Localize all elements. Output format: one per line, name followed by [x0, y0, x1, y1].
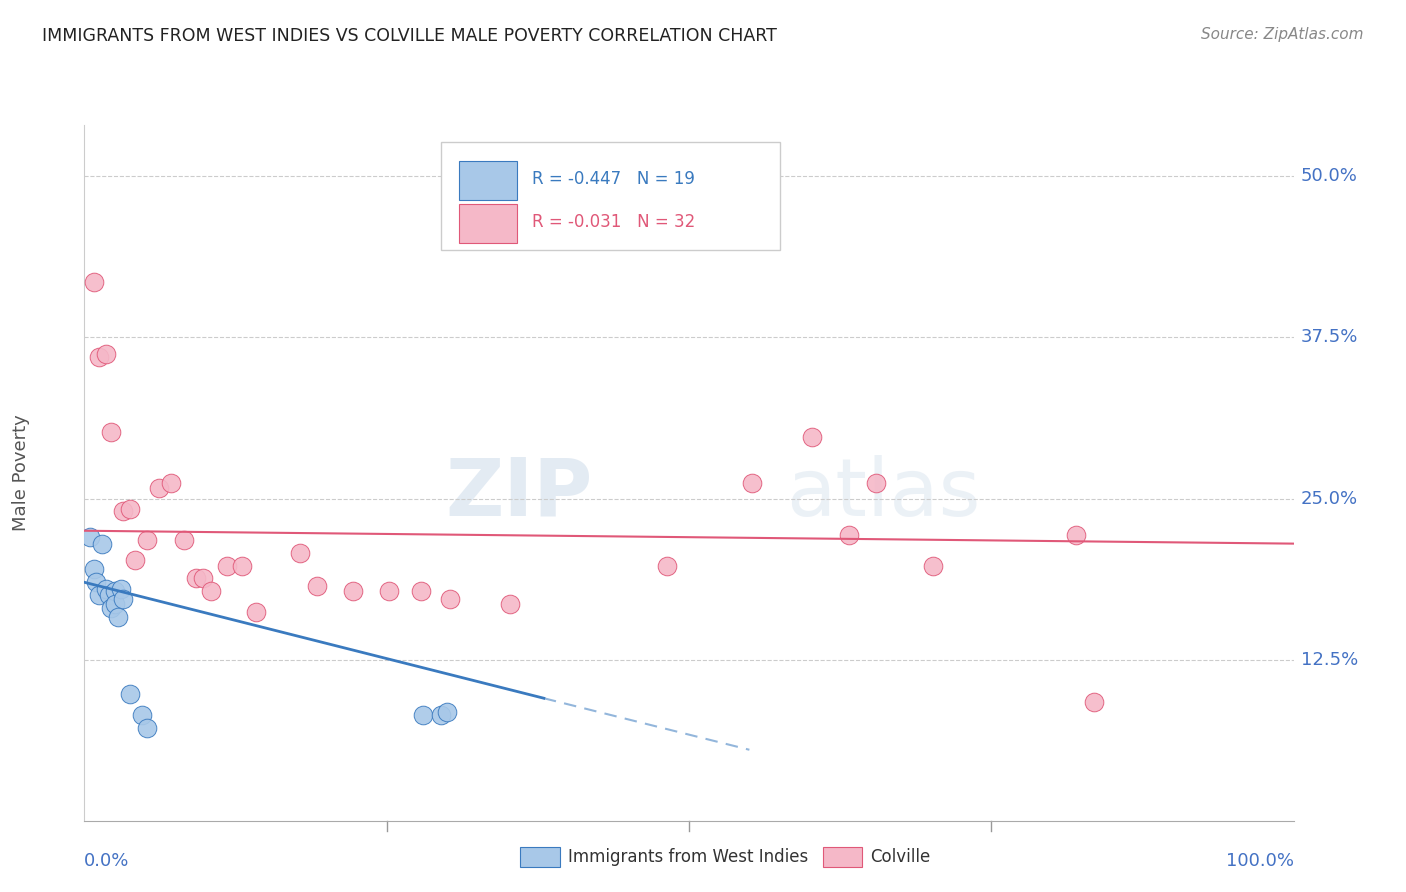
FancyBboxPatch shape	[441, 142, 779, 250]
Text: R = -0.031   N = 32: R = -0.031 N = 32	[531, 213, 695, 231]
Text: Colville: Colville	[870, 848, 931, 866]
Point	[112, 592, 135, 607]
Point	[378, 584, 401, 599]
Point	[409, 584, 432, 599]
Point	[430, 708, 453, 723]
Text: IMMIGRANTS FROM WEST INDIES VS COLVILLE MALE POVERTY CORRELATION CHART: IMMIGRANTS FROM WEST INDIES VS COLVILLE …	[42, 27, 778, 45]
Point	[100, 425, 122, 439]
Point	[83, 562, 105, 576]
Point	[104, 597, 127, 611]
Point	[439, 592, 461, 607]
Point	[110, 582, 132, 596]
Point	[741, 476, 763, 491]
Point	[91, 536, 114, 550]
Point	[436, 706, 458, 720]
Text: 100.0%: 100.0%	[1226, 852, 1294, 870]
Point	[97, 588, 120, 602]
Point	[231, 558, 253, 573]
Point	[215, 558, 238, 573]
Point	[305, 579, 328, 593]
FancyBboxPatch shape	[460, 161, 517, 200]
Point	[79, 530, 101, 544]
Point	[94, 582, 117, 596]
Text: 0.0%: 0.0%	[84, 852, 129, 870]
Point	[412, 708, 434, 723]
Point	[107, 610, 129, 624]
Point	[191, 571, 214, 585]
Point	[184, 571, 207, 585]
Point	[86, 575, 108, 590]
Point	[87, 588, 110, 602]
Point	[288, 546, 311, 560]
Text: 37.5%: 37.5%	[1301, 328, 1358, 346]
Point	[865, 476, 887, 491]
Point	[173, 533, 195, 547]
FancyBboxPatch shape	[460, 204, 517, 243]
Text: 50.0%: 50.0%	[1301, 168, 1357, 186]
Point	[657, 558, 679, 573]
Point	[136, 721, 159, 735]
Point	[1083, 695, 1105, 709]
Point	[160, 476, 183, 491]
Text: ZIP: ZIP	[444, 455, 592, 533]
Text: Immigrants from West Indies: Immigrants from West Indies	[568, 848, 808, 866]
Point	[120, 687, 142, 701]
Point	[104, 584, 127, 599]
Point	[1064, 527, 1087, 541]
Point	[100, 601, 122, 615]
Point	[112, 504, 135, 518]
Text: Male Poverty: Male Poverty	[13, 415, 30, 531]
Point	[838, 527, 860, 541]
Point	[200, 584, 222, 599]
Point	[83, 275, 105, 289]
Point	[245, 605, 267, 619]
Point	[148, 481, 170, 495]
Point	[120, 501, 142, 516]
Text: atlas: atlas	[786, 455, 980, 533]
Point	[922, 558, 945, 573]
Point	[136, 533, 159, 547]
Point	[801, 430, 824, 444]
Point	[124, 553, 146, 567]
Point	[131, 708, 153, 723]
Text: 12.5%: 12.5%	[1301, 650, 1358, 669]
Text: 25.0%: 25.0%	[1301, 490, 1358, 508]
Point	[342, 584, 364, 599]
Point	[499, 597, 522, 611]
Point	[87, 350, 110, 364]
Point	[94, 347, 117, 361]
Text: Source: ZipAtlas.com: Source: ZipAtlas.com	[1201, 27, 1364, 42]
Text: R = -0.447   N = 19: R = -0.447 N = 19	[531, 169, 695, 187]
